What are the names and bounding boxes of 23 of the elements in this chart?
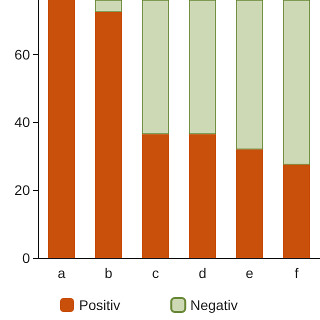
y-tick-label: 20 xyxy=(14,182,30,198)
x-tick-label: b xyxy=(104,265,113,281)
bar xyxy=(142,134,169,258)
x-tick-label: d xyxy=(198,265,206,281)
legend-label: Negativ xyxy=(190,297,238,313)
x-tick-label: a xyxy=(58,265,66,281)
bar xyxy=(236,149,263,258)
bar xyxy=(142,0,169,134)
x-tick-label: c xyxy=(152,265,159,281)
bar xyxy=(236,0,263,150)
bar xyxy=(189,134,216,258)
legend-label: Positiv xyxy=(79,297,120,313)
bar xyxy=(95,12,122,258)
y-tick-label: 60 xyxy=(14,46,30,62)
bar xyxy=(283,164,310,258)
bar xyxy=(95,0,122,12)
x-tick-label: f xyxy=(294,265,299,281)
bar xyxy=(189,0,216,134)
bar xyxy=(48,0,75,258)
y-tick-label: 40 xyxy=(14,114,30,130)
bar xyxy=(283,0,310,165)
y-tick-label: 0 xyxy=(22,250,30,266)
x-tick-label: e xyxy=(246,265,254,281)
